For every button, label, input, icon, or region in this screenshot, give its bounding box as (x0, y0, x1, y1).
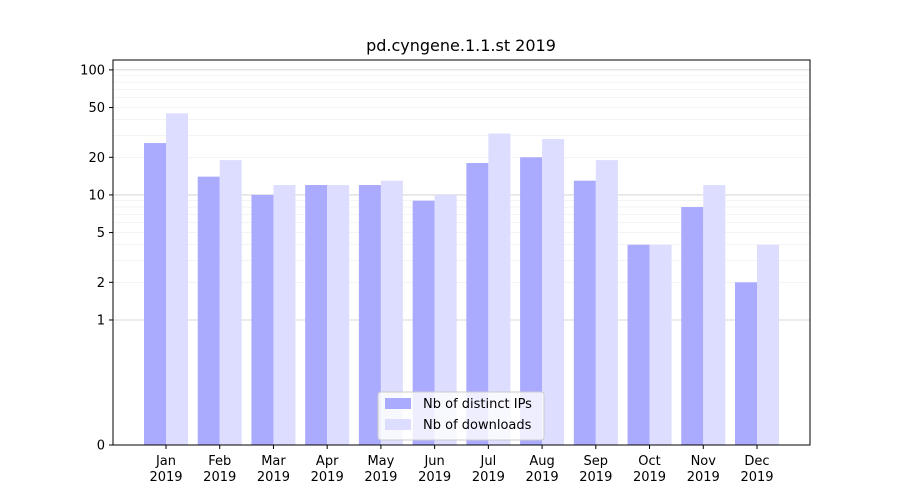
x-tick-label-jul: Jul 2019 (472, 454, 505, 485)
y-tick-label: 0 (97, 439, 105, 454)
x-tick-label-sep: Sep 2019 (579, 454, 612, 485)
bar-downloads-apr (327, 185, 350, 445)
bar-distinct-ips-jan (144, 143, 166, 445)
x-tick-label-dec: Dec 2019 (740, 454, 773, 485)
x-tick-label-feb: Feb 2019 (203, 454, 236, 485)
bar-distinct-ips-may (358, 185, 381, 445)
legend-label-distinct-ips: Nb of distinct IPs (423, 397, 532, 412)
x-tick-label-mar: Mar 2019 (257, 454, 290, 485)
x-tick-label-may: May 2019 (364, 454, 397, 485)
bar-distinct-ips-apr (305, 185, 328, 445)
bar-distinct-ips-aug (520, 157, 543, 445)
x-tick-label-oct: Oct 2019 (633, 454, 666, 485)
x-tick-label-aug: Aug 2019 (526, 454, 559, 485)
plot-frame (112, 59, 811, 446)
bar-downloads-jul (488, 133, 511, 445)
y-tick-label: 10 (88, 188, 105, 203)
bar-downloads-mar (273, 185, 296, 445)
bar-downloads-jan (166, 113, 188, 445)
legend: Nb of distinct IPs Nb of downloads (377, 391, 545, 441)
bar-distinct-ips-dec (735, 282, 757, 445)
bar-downloads-oct (649, 244, 672, 445)
x-tick-label-nov: Nov 2019 (687, 454, 720, 485)
bar-downloads-sep (595, 160, 618, 445)
bar-distinct-ips-oct (627, 244, 650, 445)
bar-distinct-ips-sep (573, 180, 596, 445)
x-axis: Jan 2019 Feb 2019 Mar 2019 Apr 2019 May 2019 Jun 20… (149, 445, 774, 485)
chart-title: pd.cyngene.1.1.st 2019 (366, 36, 556, 55)
y-tick-label: 100 (80, 63, 105, 78)
y-axis: 0 1 2 5 10 20 50 100 (80, 63, 113, 454)
x-tick-label-jan: Jan 2019 (149, 454, 182, 485)
bars (144, 113, 779, 445)
y-tick-label: 5 (97, 226, 105, 241)
y-tick-label: 2 (97, 276, 105, 291)
y-tick-label: 1 (97, 313, 105, 328)
bar-downloads-jun (434, 194, 457, 445)
bar-distinct-ips-feb (197, 176, 220, 445)
bar-downloads-may (380, 180, 403, 445)
legend-frame (377, 391, 545, 441)
bar-downloads-nov (703, 185, 726, 445)
bar-downloads-aug (542, 139, 565, 445)
legend-swatch-distinct-ips (385, 398, 411, 409)
bar-downloads-dec (757, 244, 779, 445)
bar-downloads-feb (219, 160, 242, 445)
bar-distinct-ips-nov (681, 207, 704, 445)
legend-label-downloads: Nb of downloads (423, 418, 532, 433)
y-tick-label: 50 (88, 101, 105, 116)
x-tick-label-jun: Jun 2019 (418, 454, 451, 485)
bar-distinct-ips-jun (412, 200, 435, 445)
legend-swatch-downloads (385, 419, 411, 430)
x-tick-label-apr: Apr 2019 (311, 454, 344, 485)
bar-distinct-ips-mar (251, 194, 274, 445)
y-tick-label: 20 (88, 151, 105, 166)
bar-distinct-ips-jul (466, 163, 489, 445)
